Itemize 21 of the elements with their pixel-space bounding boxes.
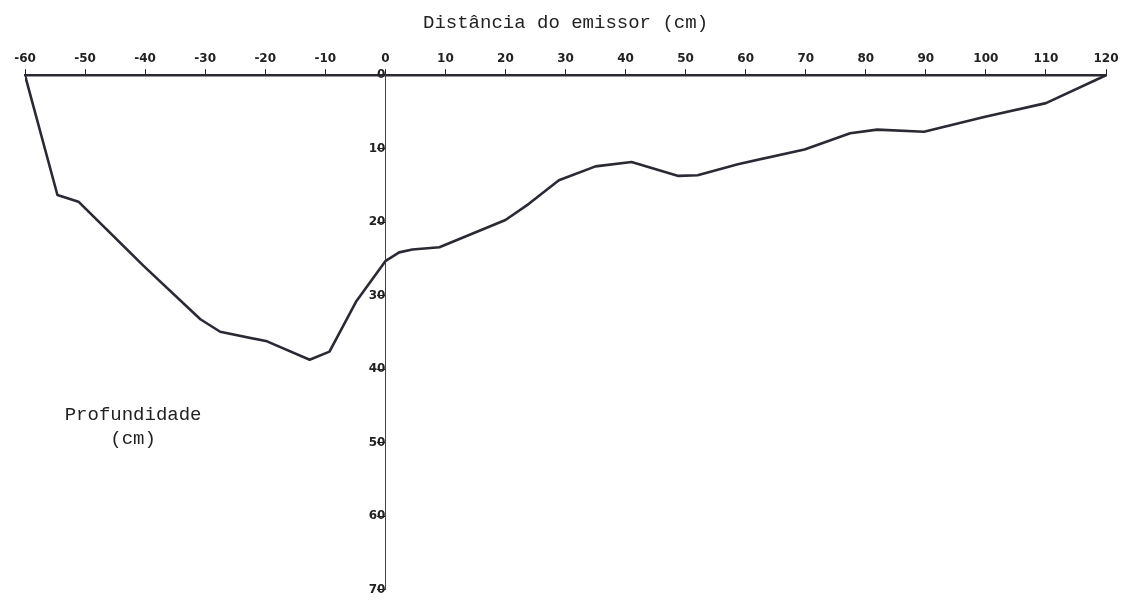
x-tick-label: 40 [617, 51, 634, 66]
x-axis-title: Distância do emissor (cm) [422, 12, 709, 35]
x-tick-label: -20 [254, 51, 277, 66]
x-tick-label: -60 [14, 51, 36, 66]
x-tick-label: 20 [497, 51, 514, 66]
x-tick-label: -50 [74, 51, 96, 66]
y-tick-label: 60 [368, 508, 386, 523]
x-tick-label: -30 [194, 51, 217, 66]
x-tick-label: 10 [437, 51, 454, 66]
x-tick-label: 90 [917, 51, 935, 66]
x-tick-label: 50 [677, 51, 694, 66]
x-tick-label: -10 [314, 51, 337, 66]
x-tick-label: 70 [797, 51, 815, 66]
x-tick-label: 100 [973, 51, 999, 66]
x-tick-label: 30 [557, 51, 574, 66]
x-tick-label: 60 [737, 51, 755, 66]
x-tick-label: 120 [1093, 51, 1119, 66]
y-axis-title: Profundidade (cm) [64, 403, 202, 450]
x-tick-label: 80 [857, 51, 875, 66]
x-tick-label: -40 [134, 51, 156, 66]
x-tick-label: 110 [1033, 51, 1059, 66]
